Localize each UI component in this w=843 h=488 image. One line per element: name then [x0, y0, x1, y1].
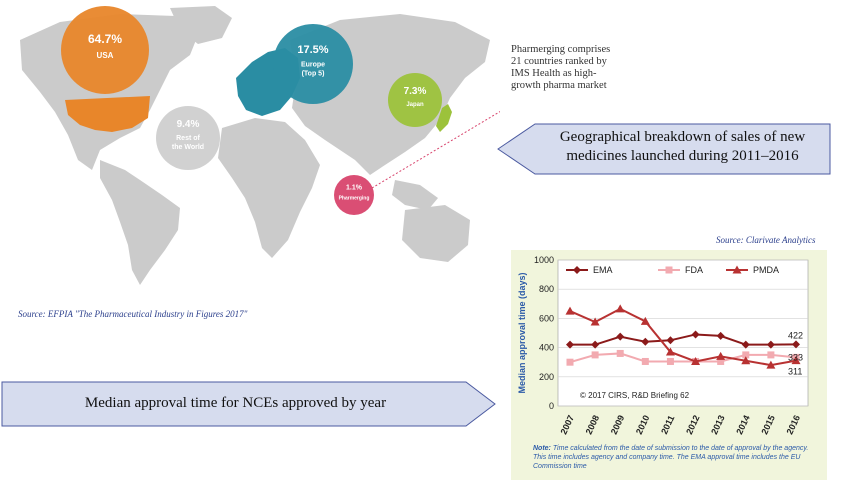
map-source: Source: EFPIA "The Pharmaceutical Indust… — [18, 309, 248, 319]
usa-shape — [65, 96, 150, 132]
bubble-usa-label: USA — [97, 51, 114, 60]
x-tick-label: 2012 — [684, 414, 702, 436]
bubble-japan-percent: 7.3% — [404, 86, 427, 97]
x-tick-label: 2009 — [609, 414, 627, 436]
point-fda — [742, 351, 750, 359]
bubble-rest-of-the-world-label: the World — [172, 144, 204, 151]
greenland-shape — [170, 6, 232, 44]
bubble-rest-of-the-world-label: Rest of — [176, 135, 200, 142]
point-pmda — [565, 306, 575, 315]
series-line-ema — [570, 333, 797, 346]
bubble-japan-label: Japan — [406, 102, 424, 108]
y-tick-label: 800 — [539, 284, 554, 294]
end-value-label: 333 — [788, 352, 803, 362]
bubble-rest-of-the-world — [156, 106, 220, 170]
point-ema — [716, 331, 725, 340]
y-tick-label: 0 — [549, 401, 554, 411]
point-pmda — [766, 360, 776, 369]
bubble-europe — [273, 24, 353, 104]
point-fda — [641, 357, 649, 365]
y-tick-label: 600 — [539, 313, 554, 323]
point-fda — [767, 351, 775, 359]
y-tick-label: 400 — [539, 343, 554, 353]
point-ema — [666, 336, 675, 345]
legend-label-ema: EMA — [593, 265, 613, 275]
plot-area — [557, 259, 809, 407]
bottom-arrow-shape — [1, 381, 496, 427]
point-pmda — [615, 304, 625, 313]
top-arrow-line1: Geographical breakdown of sales of new — [559, 129, 806, 145]
point-ema — [691, 330, 700, 339]
legend-label-fda: FDA — [685, 265, 703, 275]
japan-shape — [436, 104, 452, 132]
series-line-pmda — [569, 307, 797, 367]
x-tick-label: 2010 — [634, 414, 652, 436]
point-fda — [591, 351, 599, 359]
x-tick-label: 2015 — [759, 414, 777, 436]
chart-source: Source: Clarivate Analytics — [716, 235, 816, 245]
point-pmda — [691, 356, 701, 365]
bubble-rest-of-the-world-percent: 9.4% — [177, 119, 200, 130]
end-value-label: 422 — [788, 330, 803, 340]
top-arrow-label: Geographical breakdown of sales of new m… — [535, 128, 830, 166]
bubble-europe-percent: 17.5% — [297, 44, 328, 56]
bubble-pharmerging — [334, 175, 374, 215]
bottom-arrow-label: Median approval time for NCEs approved b… — [84, 395, 387, 411]
point-pmda — [590, 317, 600, 326]
point-pmda — [791, 356, 801, 365]
legend-swatch-marker — [665, 266, 673, 274]
y-axis-label: Median approval time (days) — [517, 272, 527, 393]
legend-swatch-marker — [573, 266, 581, 274]
point-pmda — [665, 347, 675, 356]
point-ema — [792, 340, 800, 349]
world-map: 64.7% USA 17.5% Europe (Top 5) 7.3% Japan 9.4% R… — [20, 6, 500, 285]
point-ema — [591, 340, 600, 349]
bubble-pharmerging-label: Pharmerging — [339, 195, 370, 201]
region-bubbles: 64.7% USA 17.5% Europe (Top 5) 7.3% Japan 9.4% R… — [61, 6, 442, 215]
bubble-japan — [388, 73, 442, 127]
australia-shape — [402, 205, 470, 262]
point-fda — [717, 357, 725, 365]
x-tick-label: 2011 — [659, 414, 676, 436]
point-ema — [616, 332, 625, 341]
y-tick-label: 200 — [539, 372, 554, 382]
point-fda — [616, 349, 624, 357]
bubble-europe-label: Europe — [301, 61, 325, 68]
chart-note-text: Time calculated from the date of submiss… — [533, 445, 809, 470]
series-line-fda — [569, 352, 797, 364]
chart-note-label: Note: — [533, 445, 551, 452]
x-tick-label: 2007 — [559, 414, 577, 436]
point-ema — [766, 340, 775, 349]
x-tick-label: 2008 — [584, 414, 602, 436]
southeast-asia-shape — [392, 180, 438, 210]
bubble-pharmerging-percent: 1.1% — [346, 185, 363, 192]
point-ema — [566, 340, 574, 349]
bubble-usa-percent: 64.7% — [88, 32, 122, 46]
top-arrow-shape — [497, 123, 831, 175]
y-tick-label: 1000 — [534, 255, 554, 265]
point-ema — [741, 340, 750, 349]
africa-shape — [218, 118, 320, 258]
legend-swatch-marker — [732, 265, 742, 274]
chart-copyright: © 2017 CIRS, R&D Briefing 62 — [580, 391, 690, 400]
chart-panel: 0 200 400 600 800 1000 2007 2008 2009 2010 2011 201… — [511, 250, 827, 480]
end-value-label: 311 — [788, 367, 802, 377]
point-pmda — [640, 316, 650, 325]
x-tick-label: 2013 — [709, 414, 727, 436]
top-arrow-line2: medicines launched during 2011–2016 — [566, 148, 799, 164]
point-pmda — [741, 356, 751, 365]
point-pmda — [716, 351, 726, 360]
legend-label-pmda: PMDA — [753, 265, 779, 275]
point-fda — [566, 358, 574, 366]
approval-time-chart: 0 200 400 600 800 1000 2007 2008 2009 2010 2011 201… — [517, 255, 809, 436]
bubble-europe-label: (Top 5) — [302, 70, 325, 77]
point-ema — [641, 337, 650, 346]
x-tick-label: 2016 — [785, 414, 803, 436]
bubble-usa — [61, 6, 149, 94]
pharmerging-note: Pharmerging comprises 21 countries ranke… — [511, 44, 611, 91]
x-tick-label: 2014 — [734, 414, 752, 436]
chart-note: Note: Time calculated from the date of s… — [533, 444, 821, 471]
south-america-shape — [100, 160, 180, 285]
point-fda — [666, 357, 674, 365]
